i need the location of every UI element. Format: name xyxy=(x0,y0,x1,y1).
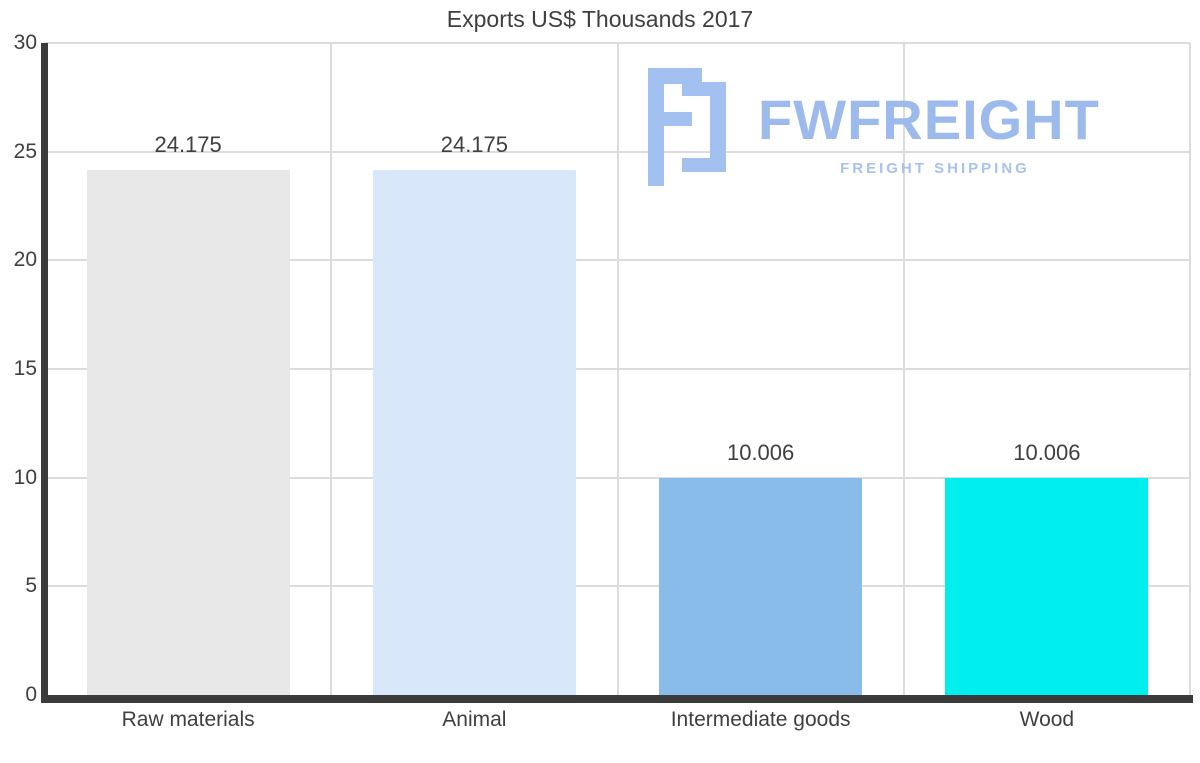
bar-value-label: 10.006 xyxy=(726,439,795,465)
v-gridline xyxy=(330,43,333,695)
plot-area: 24.175 24.175 10.006 10.006 xyxy=(45,42,1191,695)
bar xyxy=(86,169,290,695)
x-axis: Raw materials Animal Intermediate goods Woo… xyxy=(45,708,1190,748)
watermark-brand: FWFREIGHT xyxy=(758,88,1100,151)
v-gridline xyxy=(1189,43,1191,695)
y-axis-line xyxy=(41,43,48,703)
x-tick-label: Animal xyxy=(442,708,507,731)
bar xyxy=(372,169,576,695)
y-tick-label: 0 xyxy=(25,683,37,706)
watermark-text: FWFREIGHT FREIGHT SHIPPING xyxy=(758,68,1100,178)
watermark-tagline: FREIGHT SHIPPING xyxy=(840,160,1030,177)
y-tick-label: 5 xyxy=(25,574,37,598)
bar-value-label: 24.175 xyxy=(440,131,509,157)
y-tick-label: 30 xyxy=(13,31,37,54)
bar xyxy=(659,477,863,695)
y-tick-label: 20 xyxy=(13,248,37,272)
bar-value-label: 24.175 xyxy=(154,131,222,157)
fwfreight-logo-icon xyxy=(646,68,742,191)
v-gridline xyxy=(902,43,905,695)
fwfreight-watermark: FWFREIGHT FREIGHT SHIPPING xyxy=(646,68,1100,191)
x-tick-label: Wood xyxy=(1019,708,1075,731)
y-tick-label: 25 xyxy=(13,139,37,163)
y-tick-label: 15 xyxy=(13,357,37,380)
v-gridline xyxy=(616,43,619,695)
x-axis-line xyxy=(41,695,1193,703)
bar-value-label: 10.006 xyxy=(1013,439,1081,465)
chart-title: Exports US$ Thousands 2017 xyxy=(446,6,754,32)
x-tick-label: Raw materials xyxy=(121,708,255,731)
y-tick-label: 10 xyxy=(13,465,37,489)
y-axis: 0 5 10 15 20 25 30 xyxy=(0,0,37,763)
bar xyxy=(945,477,1149,695)
x-tick-label: Intermediate goods xyxy=(670,708,851,731)
